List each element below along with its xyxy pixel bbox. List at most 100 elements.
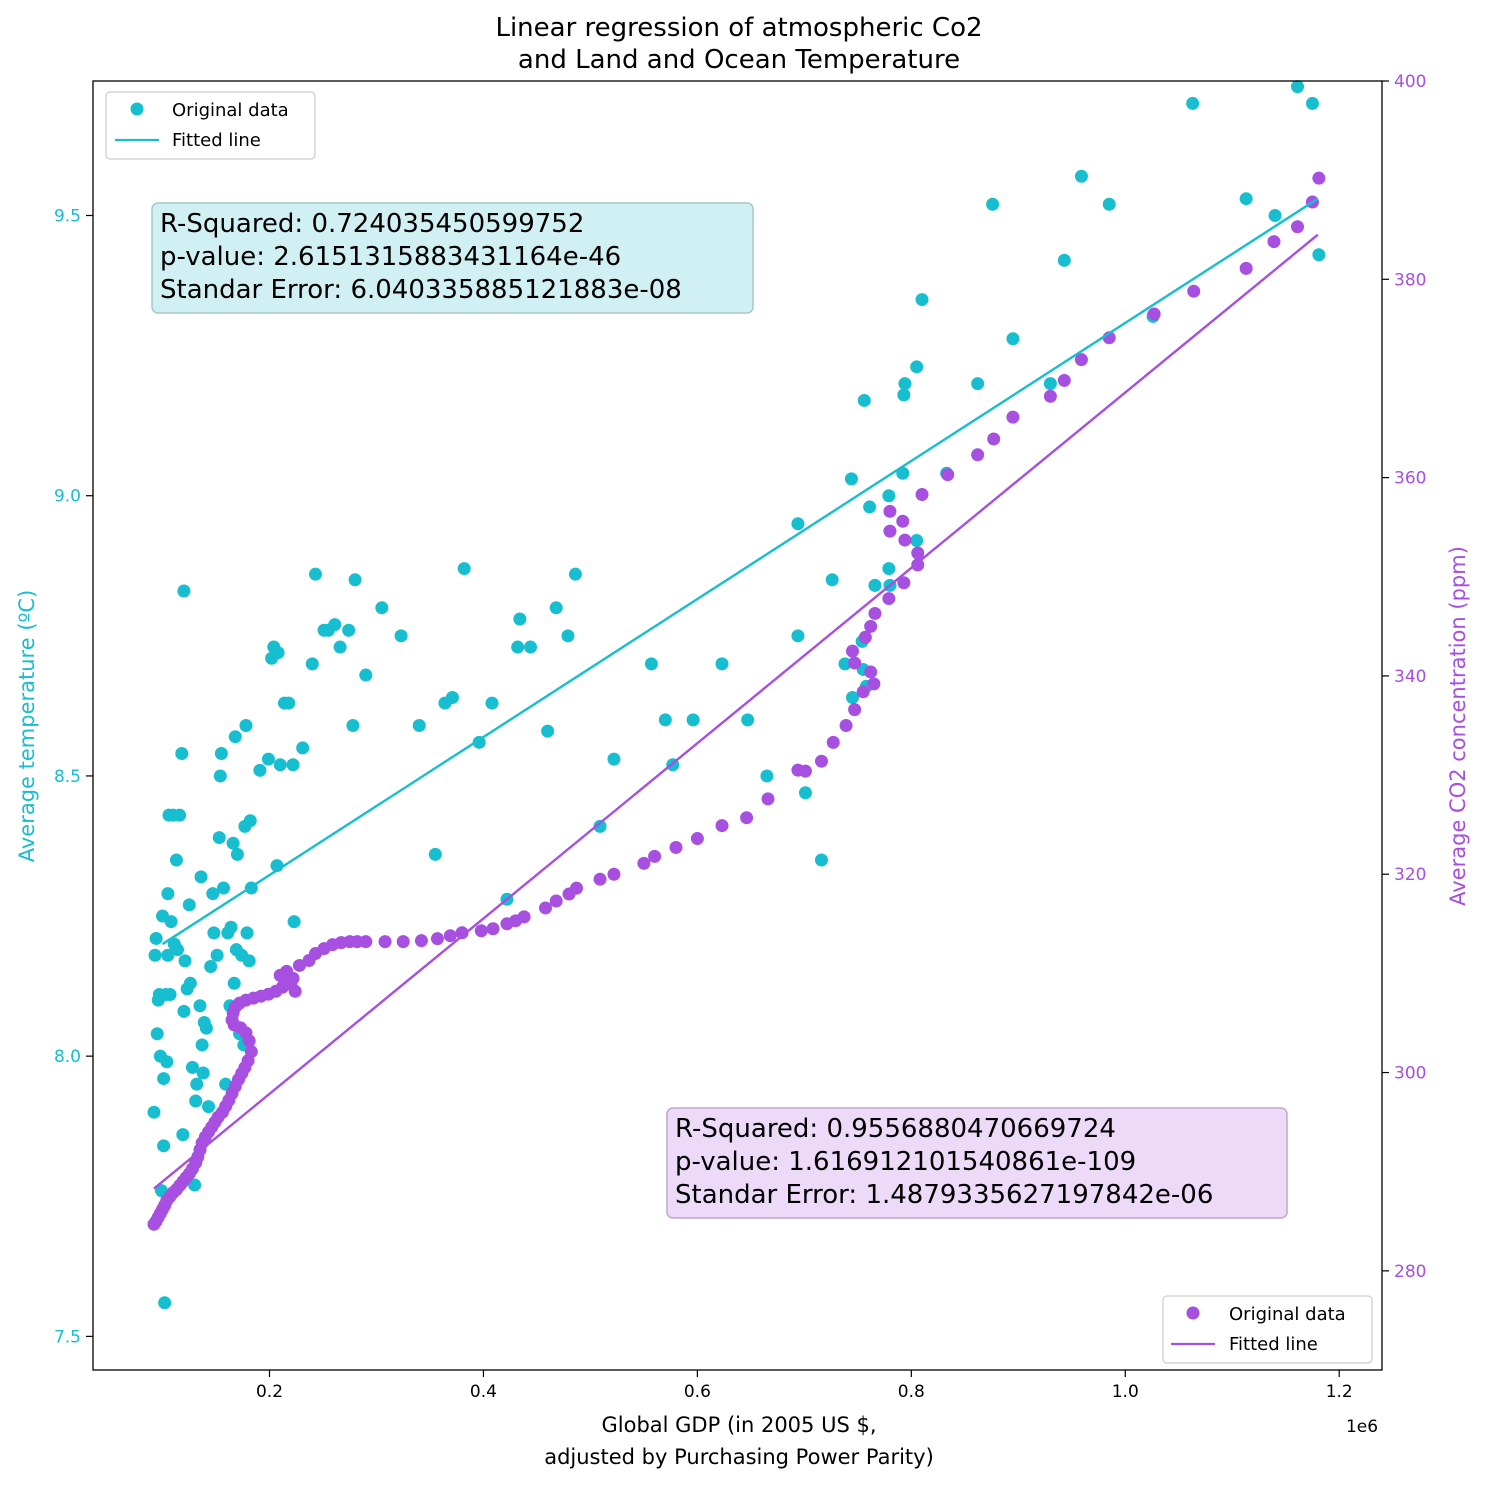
- co2-point: [761, 792, 775, 806]
- co2-point: [1074, 353, 1088, 367]
- temperature-point: [513, 612, 527, 626]
- co2-point: [856, 685, 870, 699]
- left-y-axis-ticks: 7.5 8.0 8.5 9.0 9.5: [54, 207, 93, 1347]
- temperature-point: [148, 948, 162, 962]
- co2-r-squared: R-Squared: 0.9556880470669724: [675, 1114, 1116, 1144]
- x-axis-offset-label: 1e6: [1346, 1417, 1378, 1437]
- x-axis-label-line-1: Global GDP (in 2005 US $,: [602, 1413, 877, 1437]
- temperature-point: [177, 1004, 191, 1018]
- right-y-tick-label: 360: [1394, 469, 1426, 489]
- co2-point: [798, 764, 812, 778]
- temperature-point: [204, 959, 218, 973]
- co2-fitted-line: [153, 233, 1319, 1190]
- co2-point: [455, 926, 469, 940]
- left-y-axis-label: Average temperature (ºC): [15, 590, 39, 863]
- right-y-tick-label: 300: [1394, 1064, 1426, 1084]
- temperature-point: [296, 741, 310, 755]
- x-axis-ticks: 0.2 0.4 0.6 0.8 1.0 1.2: [256, 1370, 1353, 1402]
- temperature-point: [1312, 248, 1326, 262]
- legend-co2-line-label: Fitted line: [1229, 1334, 1318, 1355]
- co2-point: [244, 1045, 258, 1059]
- temperature-point: [741, 713, 755, 727]
- temperature-point: [457, 562, 471, 576]
- temperature-point: [182, 898, 196, 912]
- temperature-point: [308, 567, 322, 581]
- chart-title: Linear regression of atmospheric Co2 and…: [495, 13, 982, 75]
- temperature-point: [1239, 192, 1253, 206]
- temperature-point: [239, 719, 253, 732]
- right-y-axis-ticks: 280 300 320 340 360 380 400: [1382, 72, 1426, 1282]
- temperature-point: [359, 668, 373, 682]
- temperature-point: [161, 948, 175, 962]
- temperature-point: [173, 808, 187, 822]
- co2-point: [883, 504, 897, 518]
- x-tick-label: 1.0: [1112, 1382, 1139, 1402]
- temperature-point: [176, 1128, 190, 1142]
- co2-point: [607, 867, 621, 881]
- temperature-point: [760, 769, 774, 783]
- left-y-tick-label: 8.5: [54, 767, 81, 787]
- temperature-stats-box: R-Squared: 0.724035450599752 p-value: 2.…: [151, 202, 754, 314]
- co2-point: [1147, 307, 1161, 321]
- right-y-tick-label: 320: [1394, 865, 1426, 885]
- co2-point: [396, 935, 410, 949]
- temperature-point: [202, 1100, 216, 1114]
- co2-point: [538, 901, 552, 915]
- temperature-point: [838, 657, 852, 671]
- chart-title-line-2: and Land and Ocean Temperature: [518, 45, 960, 75]
- temperature-point: [177, 584, 191, 598]
- co2-point: [280, 964, 294, 978]
- co2-point: [1290, 220, 1304, 234]
- co2-point: [715, 819, 729, 833]
- temperature-point: [1043, 377, 1057, 391]
- temperature-point: [541, 724, 555, 738]
- co2-point: [911, 558, 925, 572]
- co2-point: [1267, 235, 1281, 249]
- co2-point: [1312, 171, 1326, 185]
- temperature-point: [1057, 253, 1071, 267]
- temperature-point: [412, 719, 426, 732]
- co2-point: [1239, 261, 1253, 275]
- temperature-point: [485, 696, 499, 710]
- temperature-point: [224, 920, 238, 934]
- co2-point: [359, 935, 373, 949]
- temperature-point: [160, 1055, 174, 1069]
- co2-point: [826, 735, 840, 749]
- x-tick-label: 0.8: [898, 1382, 925, 1402]
- temperature-point: [183, 976, 197, 990]
- co2-point: [845, 644, 859, 658]
- legend-co2: Original data Fitted line: [1162, 1295, 1373, 1364]
- temperature-point: [333, 640, 347, 654]
- temperature-point: [971, 377, 985, 391]
- temperature-point: [228, 730, 242, 744]
- temperature-stats-background: [151, 202, 754, 314]
- temperature-point: [242, 954, 256, 968]
- fitted-lines: [153, 197, 1319, 1190]
- temperature-point: [282, 696, 296, 710]
- temperature-point: [863, 500, 877, 514]
- temperature-point: [825, 573, 839, 587]
- temperature-point: [273, 758, 287, 772]
- temperature-point: [868, 578, 882, 592]
- co2-stats-background: [666, 1107, 1288, 1219]
- temperature-point: [149, 931, 163, 945]
- co2-point: [987, 432, 1001, 446]
- temperature-point: [161, 887, 175, 901]
- co2-standard-error: Standar Error: 1.4879335627197842e-06: [675, 1180, 1213, 1210]
- co2-point: [292, 958, 306, 972]
- temperature-r-squared: R-Squared: 0.724035450599752: [160, 209, 584, 239]
- co2-point: [486, 922, 500, 936]
- temperature-p-value: p-value: 2.6151315883431164e-46: [160, 242, 621, 272]
- temperature-point: [171, 943, 185, 957]
- temperature-point: [164, 915, 178, 929]
- temperature-point: [157, 1139, 171, 1153]
- co2-point: [1187, 284, 1201, 298]
- co2-point: [378, 935, 392, 949]
- temperature-point: [346, 719, 360, 732]
- temperature-point: [1268, 209, 1282, 223]
- co2-point: [896, 514, 910, 528]
- right-y-tick-label: 280: [1394, 1262, 1426, 1282]
- temperature-fitted-line: [161, 197, 1319, 946]
- temperature-point: [328, 618, 342, 632]
- temperature-point: [243, 814, 257, 828]
